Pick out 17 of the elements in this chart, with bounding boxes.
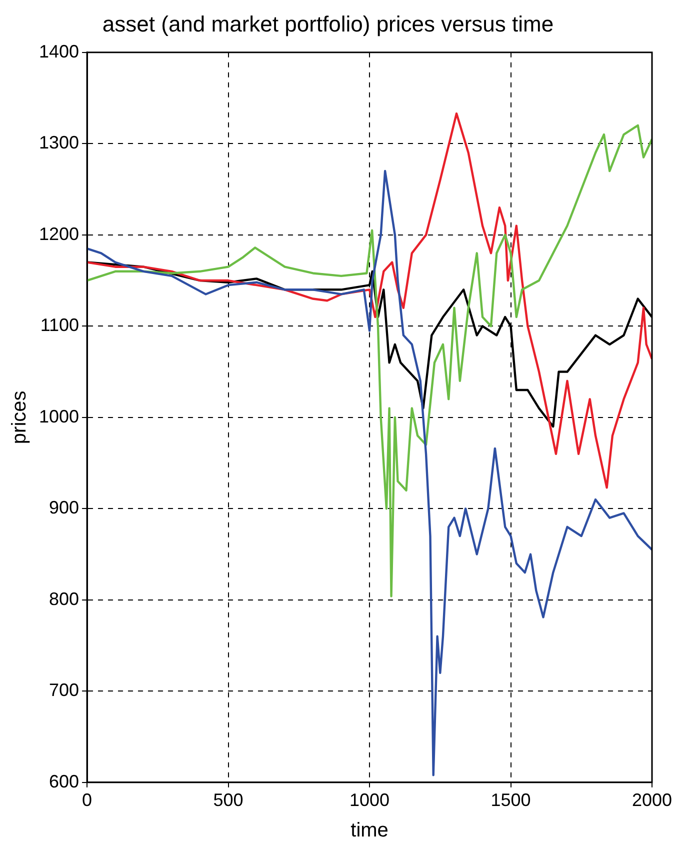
y-tick-label: 1000 [38,406,80,426]
x-tick-label: 1500 [490,790,531,810]
chart-title: asset (and market portfolio) prices versus time [102,11,554,36]
y-tick-label: 1400 [38,41,80,62]
y-tick-label: 1200 [38,224,80,244]
y-tick-label: 600 [48,771,80,792]
x-tick-label: 1000 [350,790,390,810]
y-tick-label: 800 [48,588,80,609]
y-tick-label: 700 [48,680,80,700]
x-axis-title: time [350,820,388,842]
y-tick-label: 900 [48,498,80,518]
x-tick-label: 0 [82,790,92,810]
y-tick-label: 1100 [40,315,80,336]
x-tick-label: 2000 [632,790,672,810]
y-tick-label: 1300 [38,132,80,153]
y-axis-title: prices [8,390,31,444]
x-tick-label: 500 [213,790,244,810]
